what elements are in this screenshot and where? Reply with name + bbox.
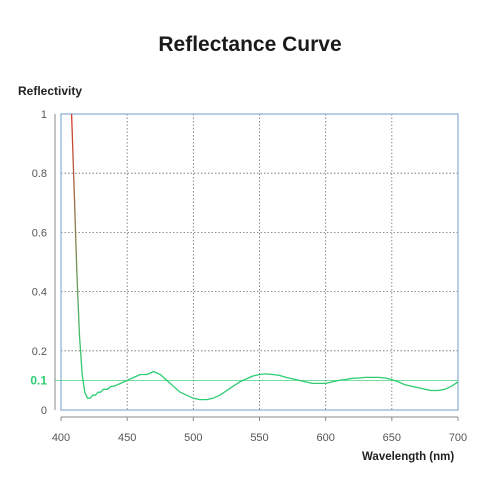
tick-labels: 400 450 500 550 600 650 700 0 0.2 0.4 0.6 0.8 1 xyxy=(32,109,467,444)
y-tick-label: 1 xyxy=(41,109,47,121)
y-tick-label: 0.4 xyxy=(32,287,47,299)
x-tick-label: 600 xyxy=(316,432,334,444)
reference-line-group: 0.1 xyxy=(30,373,458,387)
x-tick-label: 700 xyxy=(449,432,467,444)
x-axis-label: Wavelength (nm) xyxy=(362,451,455,463)
x-tick-label: 450 xyxy=(118,432,136,444)
reference-line-label: 0.1 xyxy=(30,373,47,387)
reflectance-series-line xyxy=(70,113,459,401)
plot-area xyxy=(70,113,459,401)
x-tick-label: 650 xyxy=(383,432,401,444)
x-tick-label: 500 xyxy=(184,432,202,444)
grid-lines xyxy=(60,113,459,411)
y-tick-label: 0.6 xyxy=(32,227,47,239)
y-tick-label: 0.2 xyxy=(32,346,47,358)
y-tick-label: 0.8 xyxy=(32,168,47,180)
plot-frame xyxy=(60,113,459,411)
x-tick-label: 400 xyxy=(52,432,70,444)
y-axis-label: Reflectivity xyxy=(18,84,83,98)
x-tick-label: 550 xyxy=(250,432,268,444)
axes xyxy=(54,114,458,418)
chart-title: Reflectance Curve xyxy=(158,33,342,56)
y-tick-label: 0 xyxy=(41,405,47,417)
